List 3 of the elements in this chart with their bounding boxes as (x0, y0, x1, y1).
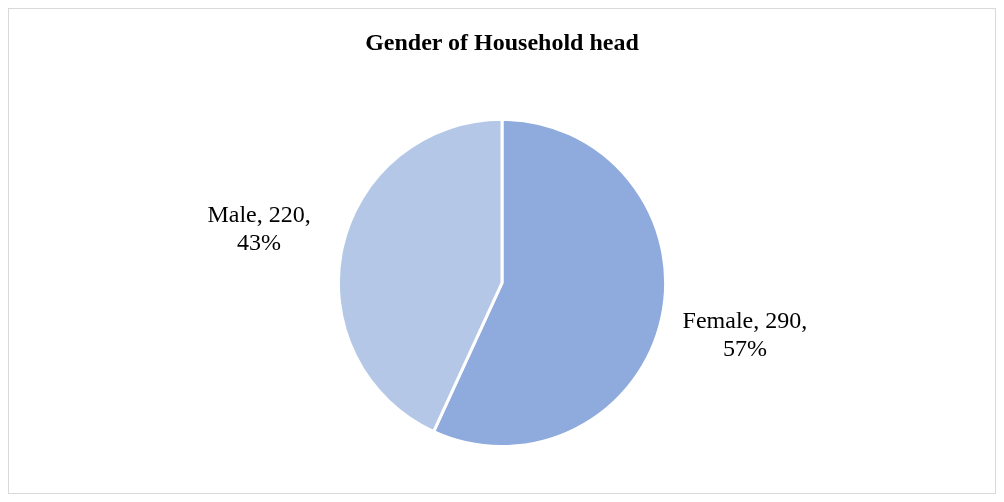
slice-label: Male, 220, 43% (207, 201, 311, 255)
slice-label: Female, 290, 57% (682, 307, 808, 362)
chart-title: Gender of Household head (365, 28, 640, 55)
